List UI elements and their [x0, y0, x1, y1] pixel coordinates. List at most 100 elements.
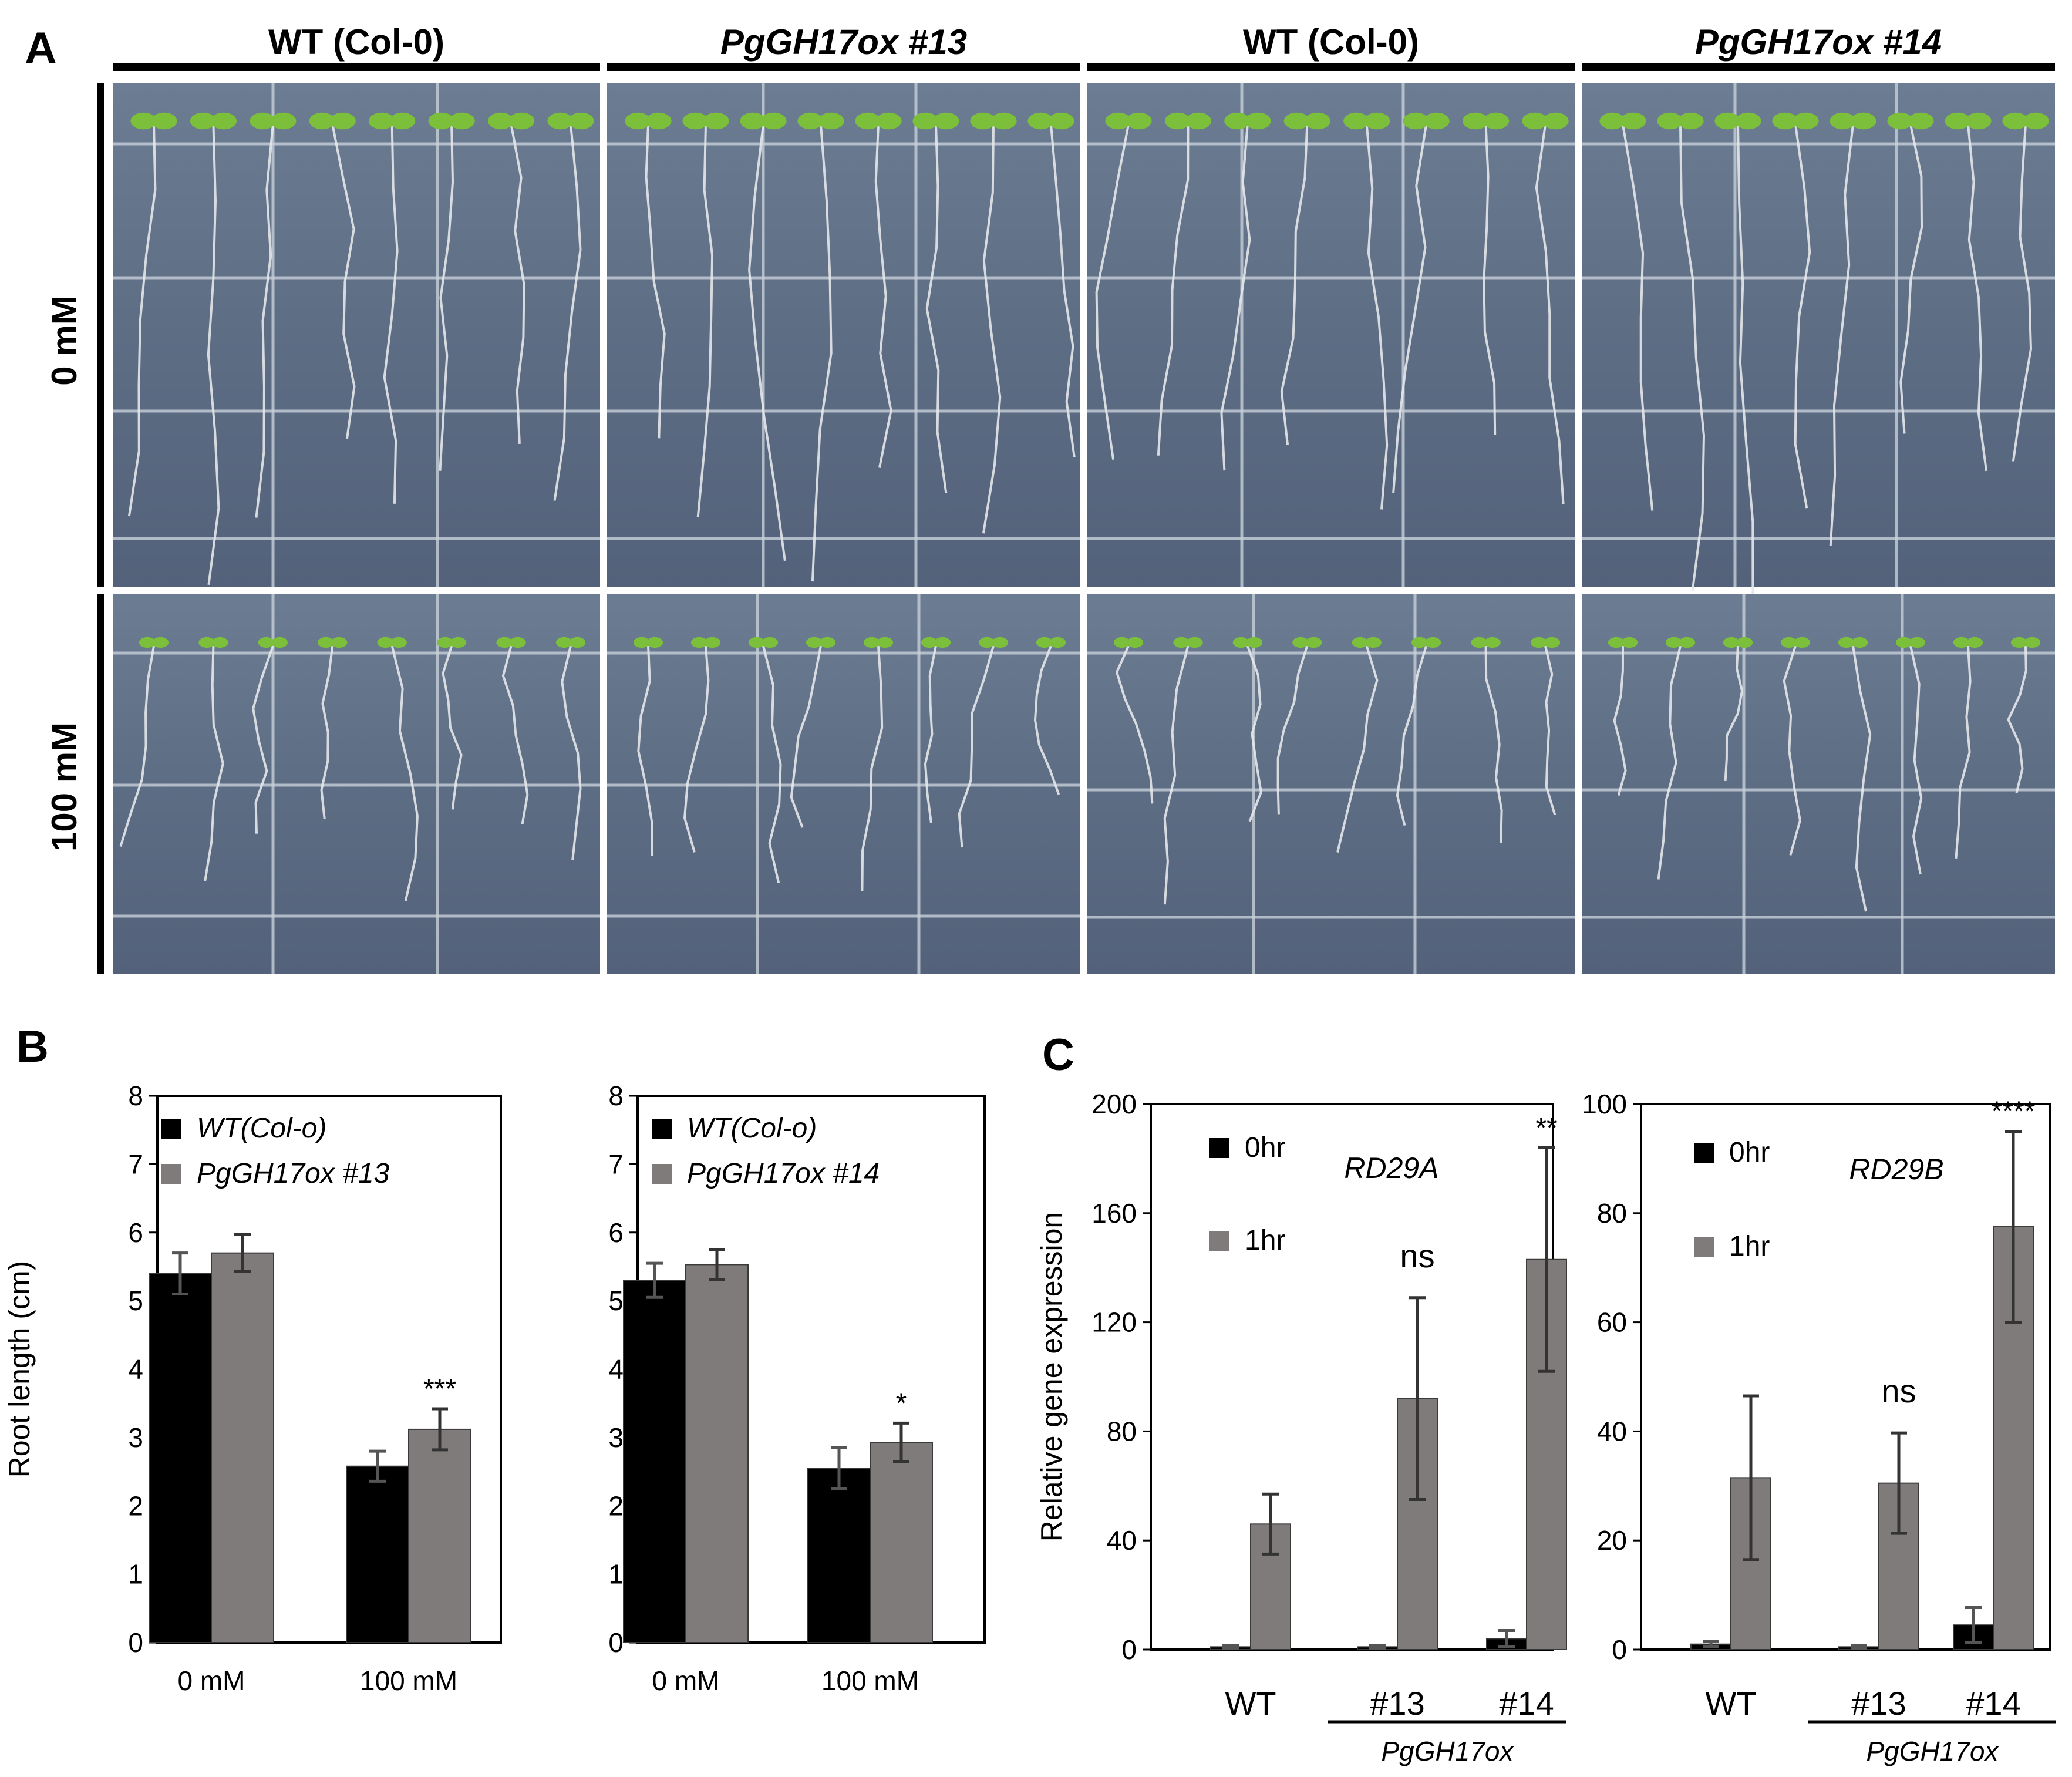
seedling-leaf	[1599, 112, 1626, 130]
chart-1: 0 1 2 3 4 5 6 7 8 0 mM 100 mM *** WT(Col-o) PgGH17ox …	[3, 1081, 502, 1696]
y-tick-label: 6	[608, 1217, 624, 1248]
seedling-root	[1613, 645, 1627, 796]
seedling-leaf	[863, 637, 880, 648]
legend-swatch	[652, 1119, 672, 1139]
x-category-label: 0 mM	[652, 1665, 720, 1696]
seedling-leaf	[1105, 112, 1131, 130]
seedling-leaf	[1343, 112, 1370, 130]
seedling-leaf	[555, 637, 572, 648]
seedling-leaf	[1246, 637, 1263, 648]
seedling-root	[924, 645, 937, 823]
seedling-leaf	[2002, 112, 2029, 130]
seedling-leaf	[1245, 112, 1271, 130]
seedling-leaf	[318, 637, 335, 648]
seedling-leaf	[1830, 112, 1856, 130]
seedling-root	[1392, 124, 1428, 493]
x-category-label: #14	[1966, 1685, 2020, 1722]
bar-PgGH17ox #14-0 mM	[685, 1264, 749, 1644]
seedling-leaf	[1723, 637, 1740, 648]
seedling-leaf	[1736, 637, 1753, 648]
seedling-leaf	[740, 112, 766, 130]
legend-label: PgGH17ox #13	[197, 1158, 390, 1189]
seedling-leaf	[1224, 112, 1251, 130]
y-tick-label: 5	[128, 1285, 143, 1316]
seedling-root	[1396, 645, 1428, 826]
seedling-root	[1050, 124, 1076, 457]
seedling-leaf	[369, 112, 395, 130]
legend-swatch	[652, 1164, 672, 1184]
seedling-root	[1679, 124, 1706, 591]
seedling-leaf	[912, 112, 939, 130]
y-tick-label: 7	[128, 1149, 143, 1179]
seedling-root	[1737, 124, 1754, 601]
legend-label: 1hr	[1245, 1225, 1285, 1256]
plate-background	[113, 83, 600, 587]
seedling-leaf	[436, 637, 453, 648]
y-tick-label: 4	[608, 1354, 624, 1385]
legend-swatch	[161, 1119, 181, 1139]
seedling-leaf	[1185, 112, 1212, 130]
bar-WT(Col-o)-0 mM	[623, 1280, 686, 1643]
plate-7	[1087, 594, 1575, 974]
seedling-leaf	[760, 112, 787, 130]
header-bar-4	[1582, 63, 2055, 71]
seedling-leaf	[970, 112, 996, 130]
plate-6	[607, 594, 1080, 974]
seedling-leaf	[250, 112, 276, 130]
y-tick-label: 2	[128, 1490, 143, 1521]
legend-swatch	[1694, 1143, 1714, 1163]
seedling-leaf	[508, 112, 535, 130]
seedling-leaf	[1544, 637, 1561, 648]
y-tick-label: 6	[128, 1217, 143, 1248]
seedling-leaf	[797, 112, 824, 130]
plate-background	[1087, 83, 1575, 587]
x-category-label: 0 mM	[178, 1665, 245, 1696]
seedling-leaf	[1542, 112, 1569, 130]
seedling-leaf	[1403, 112, 1429, 130]
row-label-0mm: 0 mM	[45, 295, 84, 385]
plate-background	[1087, 594, 1575, 974]
seedling-leaf	[992, 637, 1009, 648]
seedling-leaf	[645, 112, 672, 130]
seedling-root	[1484, 645, 1503, 843]
seedling-root	[1794, 124, 1811, 509]
seedling-leaf	[377, 637, 394, 648]
chart-2: 0 1 2 3 4 5 6 7 8 0 mM 100 mM * WT(Col-o) PgGH17ox #1…	[608, 1081, 986, 1696]
header-bar-2	[607, 63, 1080, 71]
seedling-leaf	[487, 112, 514, 130]
seedling-leaf	[933, 112, 959, 130]
seedling-leaf	[1851, 637, 1868, 648]
legend-label: WT(Col-o)	[197, 1113, 326, 1144]
seedling-root	[1336, 645, 1379, 853]
legend-swatch	[1209, 1138, 1229, 1158]
seedling-root	[561, 645, 582, 860]
seedling-leaf	[1677, 112, 1704, 130]
y-tick-label: 8	[608, 1081, 624, 1111]
y-tick-label: 100	[1582, 1089, 1627, 1119]
seedling-leaf	[152, 637, 169, 648]
seedling-leaf	[1113, 637, 1130, 648]
seedling-root	[1657, 645, 1682, 880]
significance-label: ns	[1881, 1372, 1916, 1409]
seedling-leaf	[875, 112, 902, 130]
y-tick-label: 0	[128, 1627, 143, 1658]
seedling-root	[696, 124, 714, 517]
y-tick-label: 0	[1121, 1634, 1137, 1665]
y-tick-label: 3	[128, 1422, 143, 1453]
plate-background	[607, 83, 1080, 587]
legend-label: 0hr	[1729, 1137, 1770, 1168]
seedling-leaf	[1909, 637, 1926, 648]
seedling-leaf	[990, 112, 1017, 130]
seedling-leaf	[151, 112, 177, 130]
significance-label: *	[896, 1388, 907, 1419]
seedling-leaf	[1850, 112, 1876, 130]
bar-WT(Col-o)-100 mM	[346, 1465, 409, 1643]
seedling-leaf	[1036, 637, 1053, 648]
plate-8	[1582, 594, 2055, 974]
y-tick-label: 1	[128, 1559, 143, 1590]
seedling-root	[1095, 124, 1130, 460]
seedling-root	[510, 124, 525, 444]
seedling-root	[383, 124, 399, 504]
seedling-leaf	[309, 112, 335, 130]
seedling-leaf	[331, 637, 348, 648]
